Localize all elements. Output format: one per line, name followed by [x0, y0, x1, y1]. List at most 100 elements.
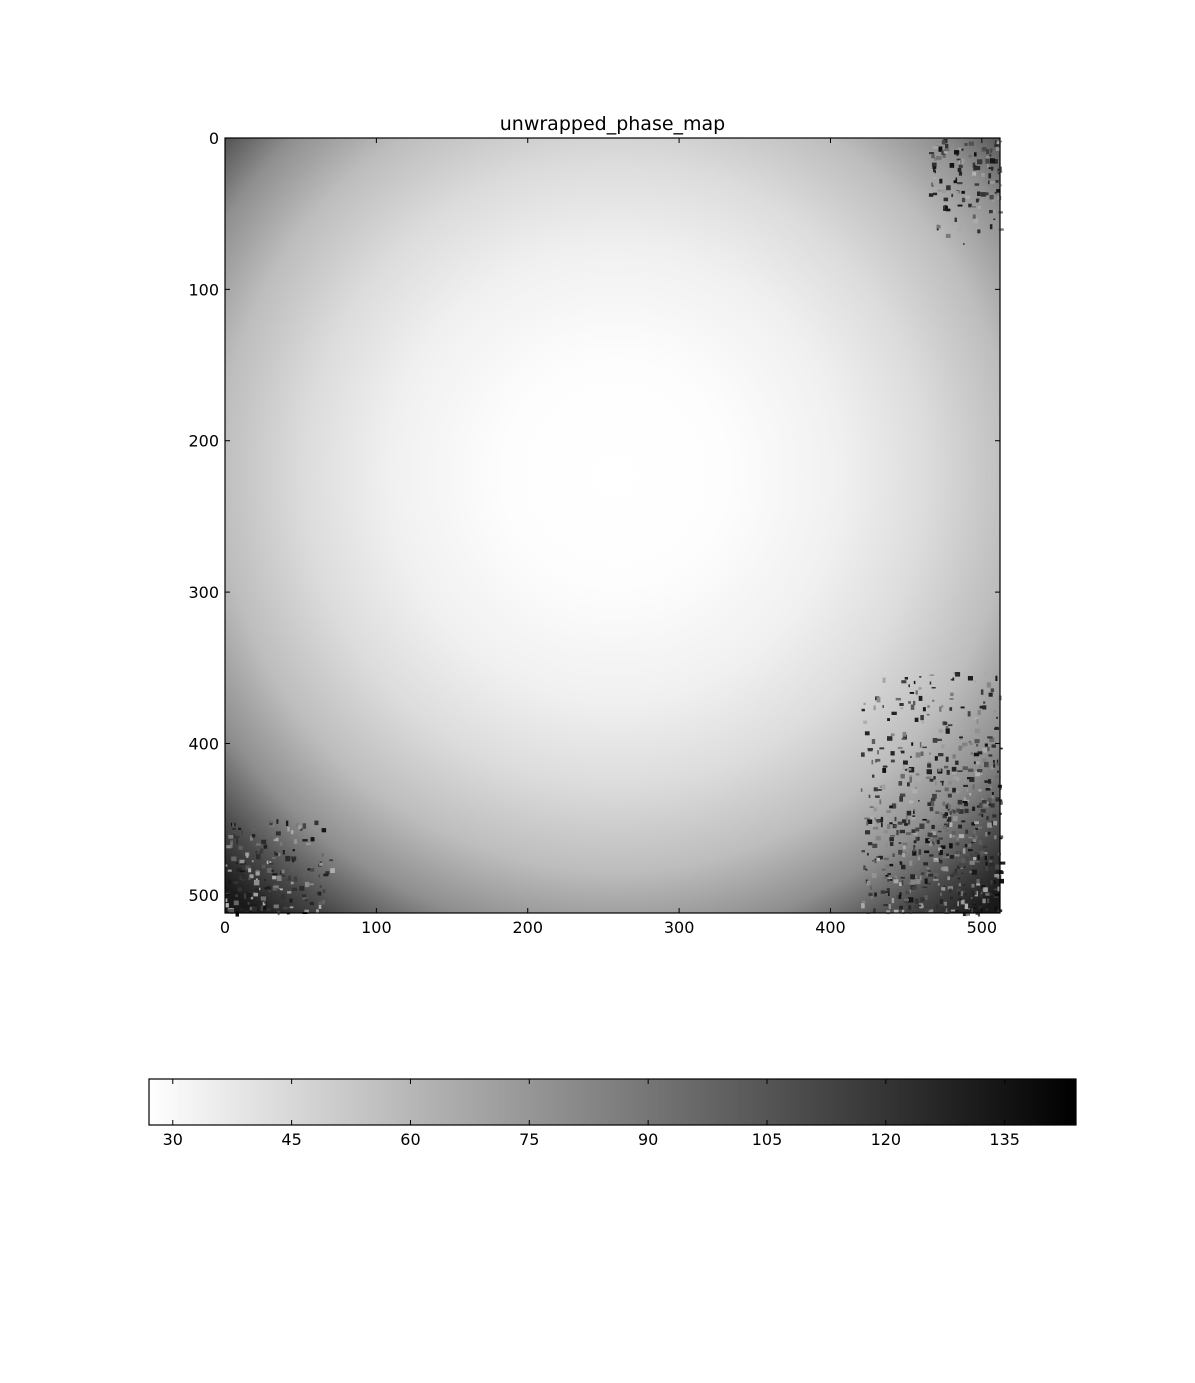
noise-speck [990, 210, 996, 215]
noise-speck [938, 753, 944, 757]
noise-speck [958, 147, 963, 151]
noise-speck [963, 884, 966, 886]
noise-speck [945, 233, 951, 238]
noise-speck [971, 908, 974, 913]
noise-speck [958, 171, 963, 176]
noise-speck [913, 832, 918, 836]
noise-speck [243, 909, 249, 914]
noise-speck [877, 846, 880, 850]
noise-speck [990, 803, 995, 808]
noise-speck [984, 855, 987, 861]
noise-speck [228, 890, 231, 896]
noise-speck [941, 140, 946, 145]
noise-speck [922, 746, 927, 749]
noise-speck [995, 797, 1001, 802]
noise-speck [302, 839, 308, 842]
noise-speck [990, 688, 995, 693]
noise-speck [930, 903, 934, 908]
noise-speck [986, 149, 990, 155]
noise-speck [982, 852, 988, 855]
noise-speck [914, 898, 919, 904]
noise-speck [945, 756, 949, 762]
noise-speck [979, 802, 983, 808]
noise-speck [915, 773, 920, 776]
noise-speck [860, 788, 863, 792]
noise-speck [263, 844, 268, 849]
noise-speck [969, 860, 975, 865]
noise-speck [302, 897, 308, 900]
noise-speck [928, 909, 934, 913]
noise-speck [915, 786, 917, 791]
y-axis: 0 100 200 300 400 500 [188, 129, 1000, 905]
noise-speck [261, 864, 266, 869]
noise-speck [246, 892, 252, 898]
noise-speck [956, 190, 959, 194]
noise-speck [899, 905, 903, 910]
noise-speck [939, 859, 943, 864]
noise-speck [271, 869, 274, 872]
noise-speck [889, 842, 894, 846]
noise-speck [886, 810, 891, 813]
y-tick-label: 500 [188, 886, 219, 905]
noise-speck [883, 857, 889, 861]
noise-speck [865, 830, 871, 835]
noise-speck [910, 704, 915, 710]
noise-speck [984, 780, 990, 783]
noise-speck [891, 711, 897, 715]
chart-title: unwrapped_phase_map [500, 113, 726, 135]
noise-speck [938, 729, 944, 733]
noise-speck [929, 800, 935, 807]
noise-speck [975, 166, 981, 171]
noise-speck [937, 883, 940, 886]
noise-speck [890, 759, 895, 763]
noise-speck [908, 701, 911, 704]
noise-speck [235, 862, 238, 865]
noise-speck [910, 756, 912, 758]
noise-speck [252, 828, 255, 831]
noise-speck [934, 873, 939, 877]
plot-frame [224, 137, 1001, 914]
noise-speck [956, 865, 961, 869]
noise-speck [872, 774, 875, 778]
noise-speck [999, 747, 1003, 750]
noise-speck [968, 154, 972, 158]
noise-speck [964, 195, 970, 199]
noise-speck [240, 874, 246, 879]
noise-speck [915, 690, 918, 695]
noise-speck [949, 811, 952, 815]
noise-speck [974, 680, 976, 683]
noise-speck [969, 171, 974, 174]
noise-speck [902, 734, 907, 740]
noise-speck [941, 887, 946, 891]
noise-speck [920, 715, 924, 721]
noise-speck [938, 768, 942, 772]
noise-speck [885, 864, 890, 870]
noise-speck [958, 228, 962, 231]
noise-speck [952, 787, 956, 793]
noise-speck [904, 768, 907, 771]
noise-speck [898, 849, 903, 855]
noise-speck [233, 900, 239, 906]
noise-speck [919, 742, 922, 748]
noise-speck [992, 814, 997, 818]
noise-speck [906, 815, 908, 821]
noise-speck [295, 823, 300, 828]
noise-speck [986, 865, 988, 871]
noise-speck [891, 898, 895, 904]
noise-speck [876, 857, 880, 862]
noise-speck [920, 751, 924, 756]
noise-speck [914, 717, 919, 722]
noise-speck [292, 859, 295, 863]
noise-speck [930, 798, 936, 801]
noise-speck [919, 676, 922, 678]
noise-speck [961, 197, 966, 203]
noise-speck [933, 842, 937, 846]
noise-speck [945, 143, 949, 149]
noise-speck [927, 705, 930, 708]
noise-speck [934, 781, 937, 785]
noise-speck [251, 860, 254, 863]
noise-speck [965, 853, 969, 857]
noise-speck [918, 849, 922, 855]
noise-speck [964, 903, 969, 910]
noise-speck [908, 767, 915, 773]
